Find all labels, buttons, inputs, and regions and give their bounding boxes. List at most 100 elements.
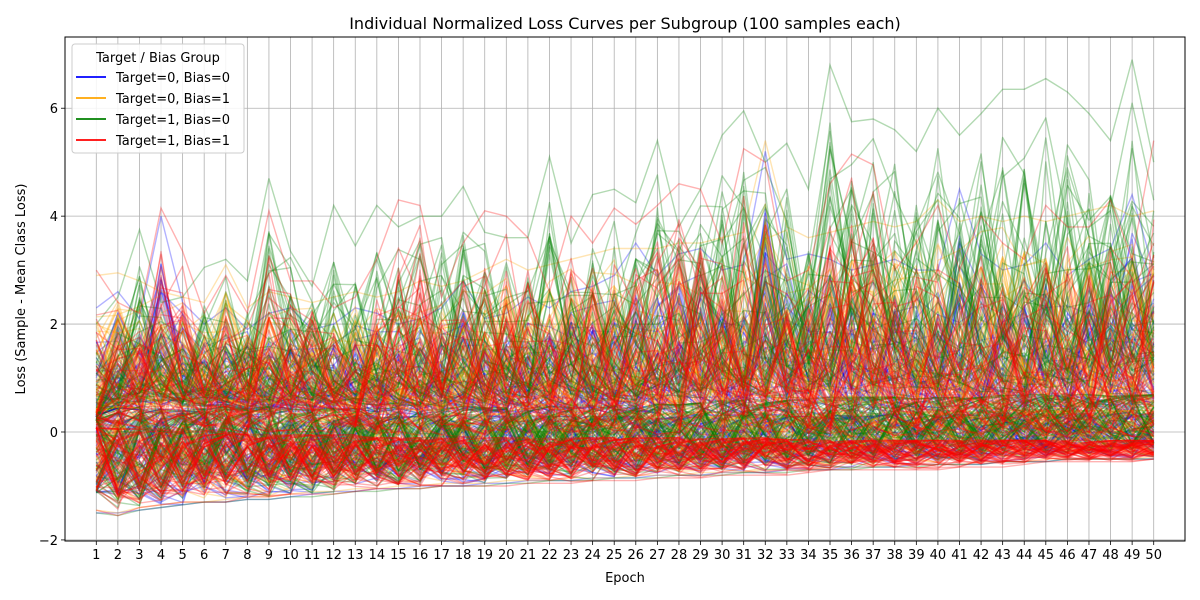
- x-tick-label: 34: [800, 548, 817, 563]
- series-1-curve: [96, 411, 1154, 494]
- series-1-curve: [95, 414, 1155, 485]
- series-2-curve: [95, 411, 1154, 488]
- x-tick-label: 12: [325, 548, 342, 563]
- series-2-curve: [95, 242, 1155, 437]
- series-1-curve: [95, 310, 1154, 493]
- series-3-curve: [95, 215, 1155, 453]
- series-3-curve: [95, 155, 1155, 398]
- series-2-curve: [95, 282, 1155, 407]
- series-2-curve: [95, 411, 1154, 497]
- series-3-curve: [95, 209, 1155, 405]
- series-2-curve: [96, 263, 1155, 413]
- series-1-curve: [95, 410, 1155, 493]
- series-4-curve: [95, 435, 1154, 493]
- series-4-curve: [96, 246, 1154, 457]
- series-1-curve: [96, 263, 1154, 436]
- series-4-curve: [96, 430, 1154, 501]
- series-1-curve: [95, 266, 1155, 414]
- series-2-curve: [95, 243, 1155, 462]
- series-3-curve: [95, 260, 1154, 490]
- series-2-curve: [96, 244, 1155, 412]
- series-3-curve: [95, 102, 1155, 403]
- series-4-curve: [95, 219, 1155, 496]
- series-2-curve: [95, 337, 1155, 501]
- series-4-curve: [95, 244, 1155, 438]
- series-4-curve: [96, 238, 1155, 435]
- series-4-curve: [95, 431, 1155, 491]
- series-4-curve: [96, 224, 1155, 435]
- series-4-curve: [95, 429, 1154, 481]
- series-2-curve: [96, 278, 1155, 450]
- series-3-curve: [95, 144, 1155, 431]
- x-tick-label: 24: [584, 548, 601, 563]
- series-3-curve: [95, 220, 1155, 416]
- plot-area: [95, 59, 1155, 517]
- series-4-curve: [95, 340, 1154, 489]
- series-3-curve: [95, 207, 1155, 487]
- series-3-curve: [95, 327, 1154, 489]
- series-2-curve: [96, 410, 1155, 478]
- series-4-curve: [95, 294, 1154, 494]
- series-4-curve: [95, 267, 1155, 504]
- series-1-curve: [95, 299, 1155, 415]
- series-3-curve: [95, 196, 1155, 437]
- series-3-curve: [95, 205, 1155, 454]
- series-3-curve: [96, 254, 1155, 484]
- series-3-peak-curve: [95, 59, 1155, 325]
- series-3-curve: [95, 394, 1154, 483]
- series-4-curve: [96, 191, 1155, 456]
- x-tick-label: 19: [476, 548, 493, 563]
- x-tick-label: 4: [157, 548, 165, 563]
- legend-entry-label: Target=1, Bias=0: [115, 113, 230, 128]
- series-1-curve: [95, 413, 1154, 506]
- series-3-curve: [95, 395, 1155, 494]
- series-1-curve: [96, 276, 1154, 414]
- series-4-curve: [95, 345, 1154, 488]
- series-1-curve: [95, 232, 1155, 468]
- series-4-curve: [95, 320, 1154, 485]
- series-1-curve: [96, 251, 1155, 447]
- series-4-curve: [95, 283, 1154, 500]
- series-4-curve: [95, 434, 1154, 505]
- x-tick-label: 7: [222, 548, 230, 563]
- series-3-curve: [96, 396, 1155, 472]
- series-2-curve: [95, 410, 1155, 476]
- series-3-curve: [95, 202, 1155, 483]
- series-2-curve: [95, 314, 1155, 490]
- series-2-curve: [96, 271, 1155, 410]
- series-1-curve: [95, 257, 1155, 437]
- x-tick-label: 21: [520, 548, 537, 563]
- series-4-curve: [95, 430, 1154, 490]
- chart-title: Individual Normalized Loss Curves per Su…: [349, 14, 901, 33]
- series-1-peak-curve: [95, 151, 1155, 331]
- series-3-curve: [95, 398, 1155, 495]
- x-tick-label: 37: [865, 548, 882, 563]
- series-2-curve: [95, 267, 1154, 489]
- series-3-curve: [95, 252, 1155, 499]
- series-1-curve: [96, 407, 1154, 477]
- x-tick-label: 41: [951, 548, 968, 563]
- series-2-curve: [96, 406, 1155, 487]
- x-tick-label: 33: [779, 548, 796, 563]
- series-2-curve: [95, 261, 1155, 410]
- series-2-curve: [96, 215, 1155, 487]
- series-4-curve: [95, 224, 1154, 465]
- series-3-curve: [95, 260, 1154, 479]
- series-3-curve: [95, 161, 1155, 406]
- series-4-curve: [95, 434, 1155, 496]
- series-2-curve: [95, 405, 1155, 486]
- series-2-curve: [95, 262, 1155, 413]
- series-1-curve: [95, 329, 1155, 495]
- series-4-curve: [95, 251, 1154, 493]
- series-2-curve: [95, 410, 1155, 491]
- series-1-curve: [95, 291, 1155, 413]
- series-4-curve: [95, 427, 1154, 490]
- series-4-curve: [96, 432, 1154, 498]
- series-4-curve: [95, 247, 1155, 455]
- x-tick-label: 40: [930, 548, 947, 563]
- series-2-curve: [95, 339, 1155, 482]
- series-4-curve: [95, 224, 1155, 435]
- series-2-curve: [95, 238, 1155, 454]
- series-3-curve: [95, 153, 1155, 421]
- series-1-curve: [96, 289, 1155, 488]
